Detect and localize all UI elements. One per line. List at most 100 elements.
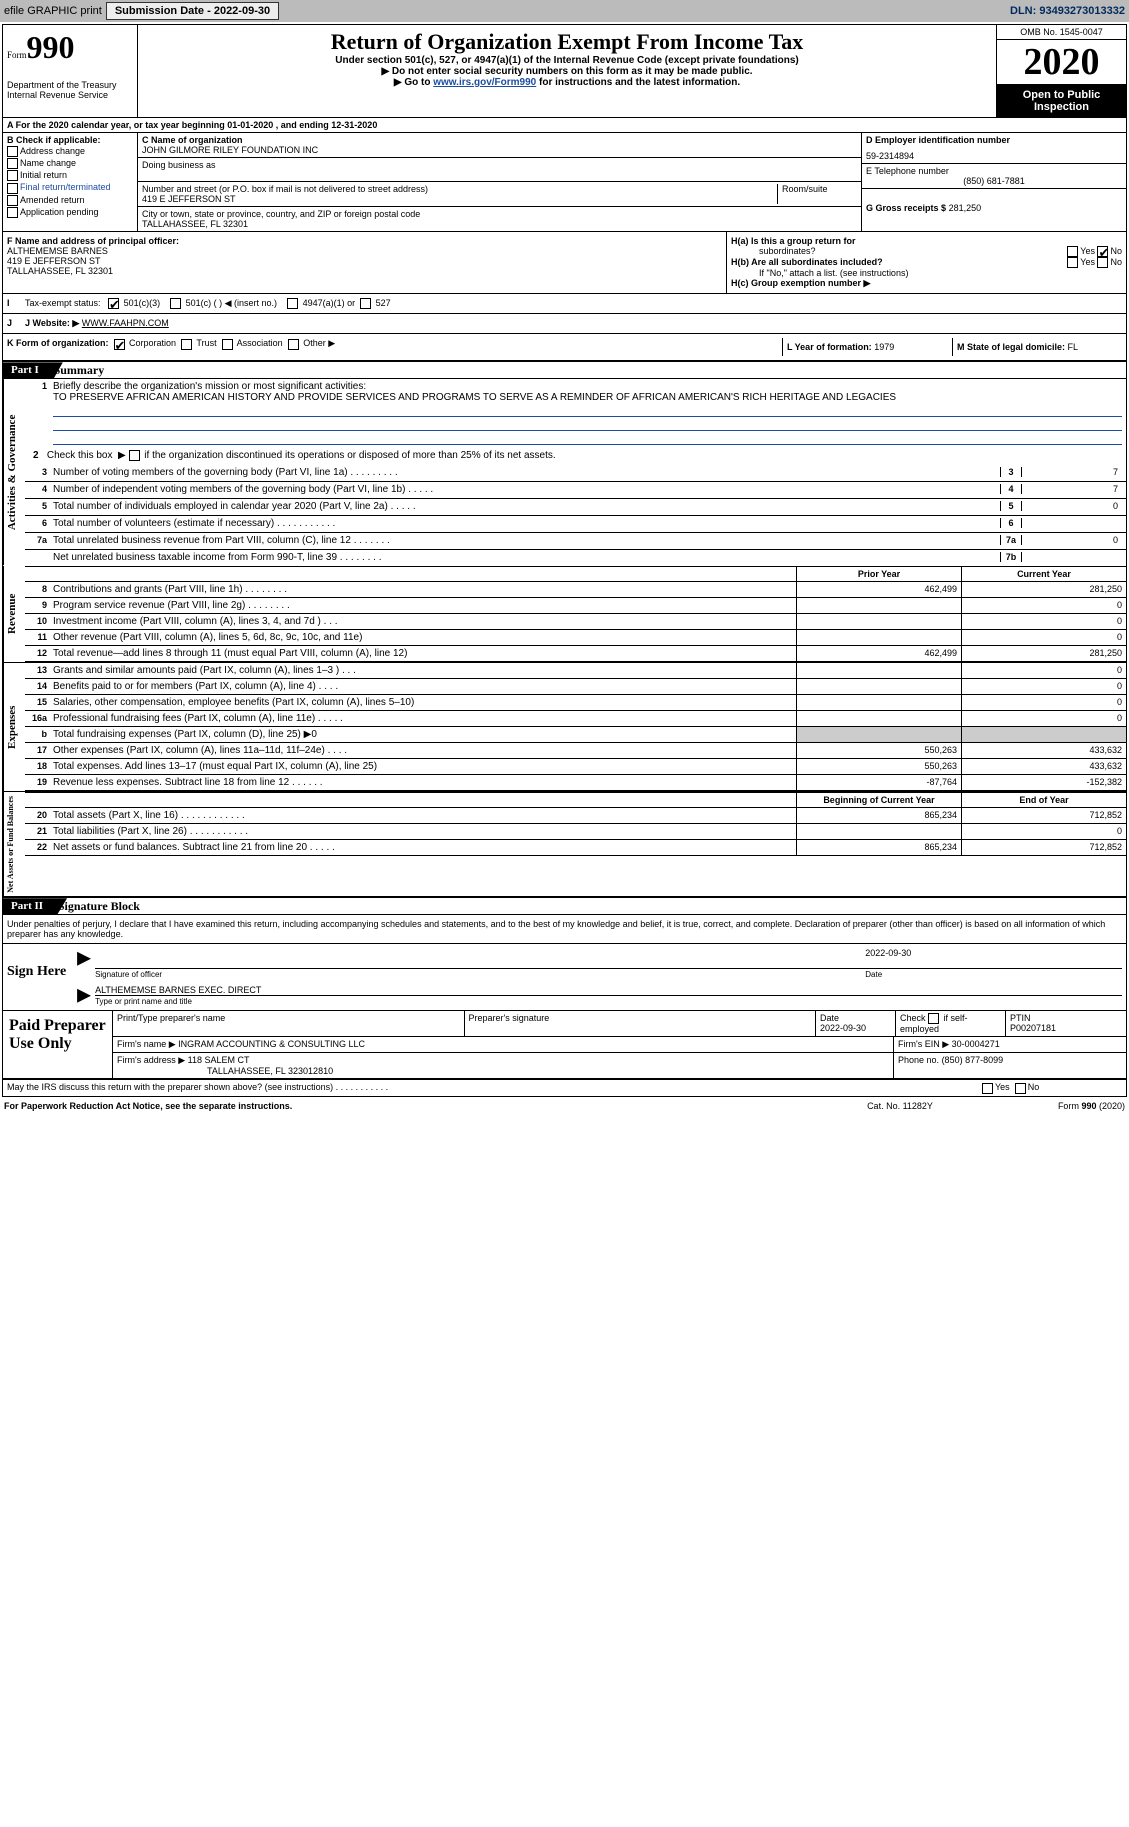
beg-year-head: Beginning of Current Year xyxy=(796,793,961,807)
website-link[interactable]: WWW.FAAHPN.COM xyxy=(82,318,169,328)
chk-4947[interactable] xyxy=(287,298,298,309)
sign-here-label: Sign Here xyxy=(3,944,73,1010)
vtab-governance: Activities & Governance xyxy=(3,379,25,565)
form-subtitle: Under section 501(c), 527, or 4947(a)(1)… xyxy=(142,55,992,66)
line-num: 5 xyxy=(29,501,53,511)
line-value xyxy=(1022,518,1122,528)
addr-label: Number and street (or P.O. box if mail i… xyxy=(142,184,777,194)
j-label: J Website: ▶ xyxy=(25,318,79,328)
chk-amended-return[interactable]: Amended return xyxy=(7,195,133,206)
prior-val xyxy=(796,711,961,726)
chk-initial-return[interactable]: Initial return xyxy=(7,170,133,181)
current-val: 433,632 xyxy=(961,743,1126,758)
submission-date-button[interactable]: Submission Date - 2022-09-30 xyxy=(106,2,279,20)
current-val: 281,250 xyxy=(961,646,1126,661)
line-text: Total number of individuals employed in … xyxy=(53,501,1000,512)
chk-assoc[interactable] xyxy=(222,339,233,350)
chk-527[interactable] xyxy=(360,298,371,309)
hb-yes-checkbox[interactable] xyxy=(1067,257,1078,268)
f-label: F Name and address of principal officer: xyxy=(7,236,722,246)
chk-501c3[interactable] xyxy=(108,298,119,309)
fin-text: Total liabilities (Part X, line 26) . . … xyxy=(53,824,796,839)
line-text: Number of voting members of the governin… xyxy=(53,467,1000,478)
ha-label: H(a) Is this a group return for xyxy=(731,236,856,246)
firm-ein-label: Firm's EIN ▶ xyxy=(898,1039,949,1049)
fin-num: b xyxy=(25,727,53,742)
current-val: 0 xyxy=(961,614,1126,629)
officer-name-value: ALTHEMEMSE BARNES EXEC. DIRECT xyxy=(95,985,1122,995)
prior-val: -87,764 xyxy=(796,775,961,790)
q1-text: TO PRESERVE AFRICAN AMERICAN HISTORY AND… xyxy=(53,392,896,403)
hb-no-checkbox[interactable] xyxy=(1097,257,1108,268)
val-shaded xyxy=(796,727,961,742)
ha-yes-checkbox[interactable] xyxy=(1067,246,1078,257)
dln-label: DLN: 93493273013332 xyxy=(1010,5,1125,17)
firm-addr2: TALLAHASSEE, FL 323012810 xyxy=(117,1066,333,1076)
ha-sub: subordinates? xyxy=(731,246,816,257)
form-footer: Form 990 (2020) xyxy=(975,1101,1125,1111)
line-value xyxy=(1022,552,1122,562)
firm-name-label: Firm's name ▶ xyxy=(117,1039,176,1049)
prior-year-head: Prior Year xyxy=(796,567,961,581)
ha-no-checkbox[interactable] xyxy=(1097,246,1108,257)
fin-num: 10 xyxy=(25,614,53,629)
chk-discontinued[interactable] xyxy=(129,450,140,461)
sign-indicator-icon: ▸ xyxy=(77,948,95,979)
discuss-yes-checkbox[interactable] xyxy=(982,1083,993,1094)
chk-address-change[interactable]: Address change xyxy=(7,146,133,157)
line-boxnum: 3 xyxy=(1000,467,1022,477)
sig-officer-label: Signature of officer xyxy=(95,968,865,979)
current-val: 0 xyxy=(961,695,1126,710)
current-val: 0 xyxy=(961,679,1126,694)
fin-text: Other revenue (Part VIII, column (A), li… xyxy=(53,630,796,645)
chk-application-pending[interactable]: Application pending xyxy=(7,207,133,218)
efile-label: efile GRAPHIC print xyxy=(4,5,102,17)
prior-val xyxy=(796,695,961,710)
firm-phone-label: Phone no. xyxy=(898,1055,939,1065)
city-label: City or town, state or province, country… xyxy=(142,209,857,219)
chk-self-employed[interactable] xyxy=(928,1013,939,1024)
prior-val xyxy=(796,598,961,613)
f-addr1: 419 E JEFFERSON ST xyxy=(7,256,722,266)
pra-notice: For Paperwork Reduction Act Notice, see … xyxy=(4,1101,825,1111)
city-value: TALLAHASSEE, FL 32301 xyxy=(142,219,857,229)
i-label: Tax-exempt status: xyxy=(25,298,101,308)
line-num: 4 xyxy=(29,484,53,494)
part2-bar: Part II xyxy=(3,898,67,914)
chk-corp[interactable] xyxy=(114,339,125,350)
end-year-head: End of Year xyxy=(961,793,1126,807)
fin-num: 15 xyxy=(25,695,53,710)
b-head: B Check if applicable: xyxy=(7,135,133,145)
chk-trust[interactable] xyxy=(181,339,192,350)
fin-num: 12 xyxy=(25,646,53,661)
current-val: 712,852 xyxy=(961,808,1126,823)
discuss-no-checkbox[interactable] xyxy=(1015,1083,1026,1094)
hb-label: H(b) Are all subordinates included? xyxy=(731,257,883,268)
fin-num: 22 xyxy=(25,840,53,855)
prior-val: 550,263 xyxy=(796,759,961,774)
fin-text: Net assets or fund balances. Subtract li… xyxy=(53,840,796,855)
line-num: 3 xyxy=(29,467,53,477)
current-val: 0 xyxy=(961,824,1126,839)
current-val: 712,852 xyxy=(961,840,1126,855)
fin-num: 20 xyxy=(25,808,53,823)
prior-val: 865,234 xyxy=(796,840,961,855)
fin-num: 9 xyxy=(25,598,53,613)
irs-link[interactable]: www.irs.gov/Form990 xyxy=(433,77,536,88)
chk-501c[interactable] xyxy=(170,298,181,309)
e-tel-label: E Telephone number xyxy=(866,166,1122,176)
form-title: Return of Organization Exempt From Incom… xyxy=(142,29,992,55)
f-addr2: TALLAHASSEE, FL 32301 xyxy=(7,266,722,276)
q2-text: 2 Check this box ▶ if the organization d… xyxy=(29,450,1122,461)
line-value: 7 xyxy=(1022,484,1122,494)
fin-num: 11 xyxy=(25,630,53,645)
g-gross-label: G Gross receipts $ xyxy=(866,203,946,213)
line-text: Total number of volunteers (estimate if … xyxy=(53,518,1000,529)
chk-final-return[interactable]: Final return/terminated xyxy=(7,182,133,193)
fin-text: Salaries, other compensation, employee b… xyxy=(53,695,796,710)
line-num: 7a xyxy=(29,535,53,545)
l-label: L Year of formation: xyxy=(787,342,872,352)
prior-val xyxy=(796,614,961,629)
chk-name-change[interactable]: Name change xyxy=(7,158,133,169)
chk-other[interactable] xyxy=(288,339,299,350)
